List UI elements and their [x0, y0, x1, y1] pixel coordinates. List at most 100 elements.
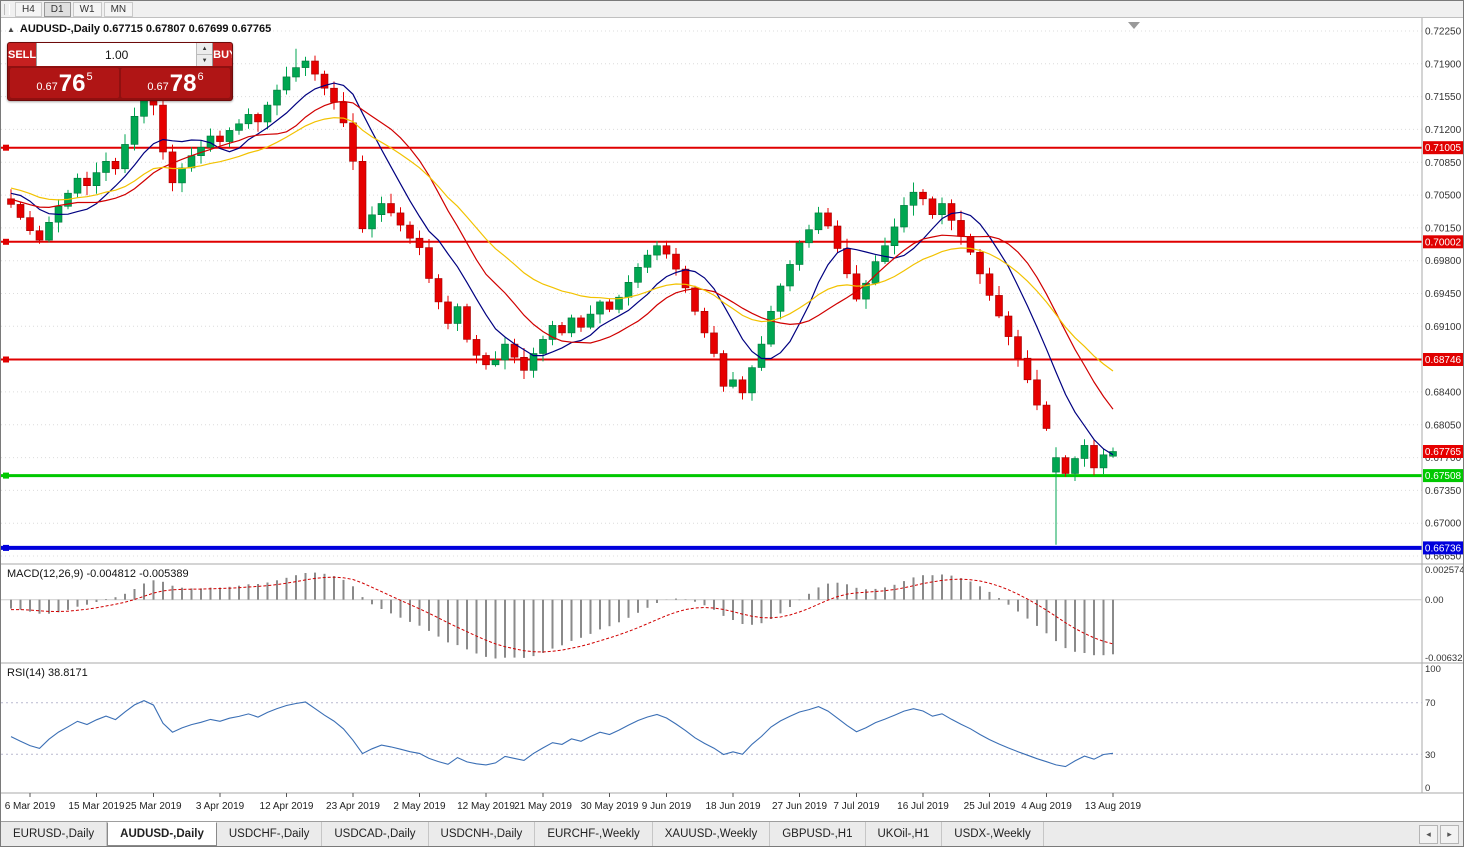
svg-text:0.70150: 0.70150	[1425, 223, 1462, 234]
sell-price-small: 0.67	[36, 81, 58, 93]
horizontal-level-lines[interactable]	[1, 144, 1422, 551]
one-click-collapse-icon[interactable]: ▲	[7, 24, 15, 34]
svg-text:0.72250: 0.72250	[1425, 27, 1462, 38]
svg-text:25 Mar 2019: 25 Mar 2019	[125, 801, 182, 812]
chart-tabs: EURUSD-,Daily AUDUSD-,Daily USDCHF-,Daily U…	[1, 822, 1044, 846]
chart-tab-usdcad-daily[interactable]: USDCAD-,Daily	[322, 822, 429, 846]
price-tag-0.71005[interactable]: 0.71005	[1423, 141, 1464, 155]
svg-text:12 May 2019: 12 May 2019	[457, 801, 515, 812]
svg-text:0.66736: 0.66736	[1425, 543, 1462, 554]
chart-tab-usdcnh-daily[interactable]: USDCNH-,Daily	[429, 822, 536, 846]
svg-text:6 Mar 2019: 6 Mar 2019	[5, 801, 56, 812]
sell-button[interactable]: SELL	[8, 43, 37, 66]
svg-text:30 May 2019: 30 May 2019	[581, 801, 639, 812]
rsi-label: RSI(14) 38.8171	[7, 667, 88, 679]
buy-button[interactable]: BUY	[213, 43, 232, 66]
macd-signal-line	[11, 576, 1114, 653]
svg-text:4 Aug 2019: 4 Aug 2019	[1021, 801, 1072, 812]
svg-text:0.67350: 0.67350	[1425, 486, 1462, 497]
tab-scroll-left-icon[interactable]: ◂	[1419, 824, 1438, 844]
svg-text:0.002574: 0.002574	[1425, 565, 1464, 576]
chart-info-line: ▲ AUDUSD-,Daily 0.67715 0.67807 0.67699 …	[7, 23, 271, 35]
svg-text:0.68050: 0.68050	[1425, 420, 1462, 431]
hline-anchor[interactable]	[3, 144, 9, 151]
svg-text:13 Aug 2019: 13 Aug 2019	[1085, 801, 1142, 812]
svg-text:0.71550: 0.71550	[1425, 92, 1462, 103]
rsi-line	[10, 699, 1114, 768]
svg-text:0.70002: 0.70002	[1425, 237, 1462, 248]
period-buttons: H4 D1 W1 MN	[15, 1, 134, 17]
candlestick-series	[7, 48, 1117, 545]
svg-text:3 Apr 2019: 3 Apr 2019	[196, 801, 245, 812]
svg-text:0.69800: 0.69800	[1425, 256, 1462, 267]
svg-text:0.68400: 0.68400	[1425, 387, 1462, 398]
svg-text:25 Jul 2019: 25 Jul 2019	[964, 801, 1016, 812]
chart-tab-eurchf-weekly[interactable]: EURCHF-,Weekly	[535, 822, 653, 846]
tab-scroll-controls: ◂ ▸	[1419, 822, 1463, 846]
tab-scroll-right-icon[interactable]: ▸	[1440, 824, 1459, 844]
chart-tab-audusd-daily[interactable]: AUDUSD-,Daily	[107, 822, 217, 846]
sell-price-display[interactable]: 0.67 76 5	[10, 68, 119, 98]
chart-tab-ukoil-h1[interactable]: UKOil-,H1	[866, 822, 943, 846]
volume-up-icon[interactable]: ▲	[197, 43, 213, 55]
svg-text:0.71200: 0.71200	[1425, 125, 1462, 136]
buy-price-big: 78	[169, 70, 197, 97]
macd-scale-labels: 0.002574 0.00 -0.006326	[1425, 565, 1464, 664]
buy-price-sup: 6	[197, 71, 204, 83]
svg-text:0.69100: 0.69100	[1425, 322, 1462, 333]
toolbar-drag-handle[interactable]	[4, 3, 10, 15]
symbol-ohlc-text: AUDUSD-,Daily 0.67715 0.67807 0.67699 0.…	[19, 23, 272, 35]
svg-text:9 Jun 2019: 9 Jun 2019	[642, 801, 692, 812]
one-click-trading-panel: SELL ▲ ▼ BUY 0.67 76 5 0.67	[7, 42, 233, 101]
price-tag-0.66736[interactable]: 0.66736	[1423, 541, 1464, 555]
svg-text:12 Apr 2019: 12 Apr 2019	[260, 801, 314, 812]
svg-text:27 Jun 2019: 27 Jun 2019	[772, 801, 827, 812]
price-chart-canvas[interactable]: 0.72250 0.71900 0.71550 0.71200 0.70850 0.705…	[1, 18, 1464, 821]
buy-price-display[interactable]: 0.67 78 6	[121, 68, 230, 98]
hline-anchor[interactable]	[3, 238, 9, 245]
svg-text:0.67765: 0.67765	[1425, 447, 1462, 458]
svg-text:2 May 2019: 2 May 2019	[393, 801, 446, 812]
price-tag-0.67508[interactable]: 0.67508	[1423, 469, 1464, 483]
svg-text:-0.006326: -0.006326	[1425, 653, 1464, 664]
chart-tab-usdx-weekly[interactable]: USDX-,Weekly	[942, 822, 1044, 846]
chart-tab-gbpusd-h1[interactable]: GBPUSD-,H1	[770, 822, 866, 846]
period-button-d1[interactable]: D1	[43, 1, 71, 17]
svg-text:0.67000: 0.67000	[1425, 519, 1462, 530]
svg-text:100: 100	[1425, 664, 1441, 675]
sell-price-big: 76	[58, 70, 86, 97]
svg-text:0.71005: 0.71005	[1425, 143, 1462, 154]
ma-24-line	[10, 117, 1114, 372]
svg-text:18 Jun 2019: 18 Jun 2019	[705, 801, 760, 812]
svg-text:0.70850: 0.70850	[1425, 158, 1462, 169]
hline-anchor[interactable]	[3, 544, 9, 551]
volume-down-icon[interactable]: ▼	[197, 55, 213, 66]
svg-text:0.70500: 0.70500	[1425, 191, 1462, 202]
date-axis: 6 Mar 2019 15 Mar 2019 25 Mar 2019 3 Apr 20…	[5, 793, 1142, 812]
chart-tab-eurusd-daily[interactable]: EURUSD-,Daily	[1, 822, 108, 846]
svg-text:0.71900: 0.71900	[1425, 59, 1462, 70]
svg-text:0.68746: 0.68746	[1425, 355, 1462, 366]
svg-text:0.67700: 0.67700	[1425, 453, 1462, 464]
chart-tab-usdchf-daily[interactable]: USDCHF-,Daily	[217, 822, 323, 846]
chart-shift-marker-icon[interactable]	[1128, 22, 1140, 29]
svg-text:21 May 2019: 21 May 2019	[514, 801, 572, 812]
chart-tab-xauusd-weekly[interactable]: XAUUSD-,Weekly	[653, 822, 771, 846]
period-button-h4[interactable]: H4	[15, 1, 42, 17]
period-button-w1[interactable]: W1	[72, 1, 102, 17]
hline-anchor[interactable]	[3, 356, 9, 363]
period-button-mn[interactable]: MN	[103, 1, 134, 17]
chart-window: 0.72250 0.71900 0.71550 0.71200 0.70850 0.705…	[1, 18, 1463, 821]
hline-anchor[interactable]	[3, 472, 9, 479]
volume-input[interactable]	[37, 43, 197, 66]
svg-text:0.66650: 0.66650	[1425, 552, 1462, 563]
current-price-tag[interactable]: 0.67765	[1423, 445, 1464, 458]
price-tag-0.70002[interactable]: 0.70002	[1423, 235, 1464, 249]
price-tag-0.68746[interactable]: 0.68746	[1423, 353, 1464, 366]
svg-text:7 Jul 2019: 7 Jul 2019	[833, 801, 880, 812]
svg-text:23 Apr 2019: 23 Apr 2019	[326, 801, 380, 812]
ma-14-line	[10, 100, 1114, 410]
macd-histogram	[10, 572, 1114, 659]
svg-text:0.00: 0.00	[1425, 595, 1444, 606]
